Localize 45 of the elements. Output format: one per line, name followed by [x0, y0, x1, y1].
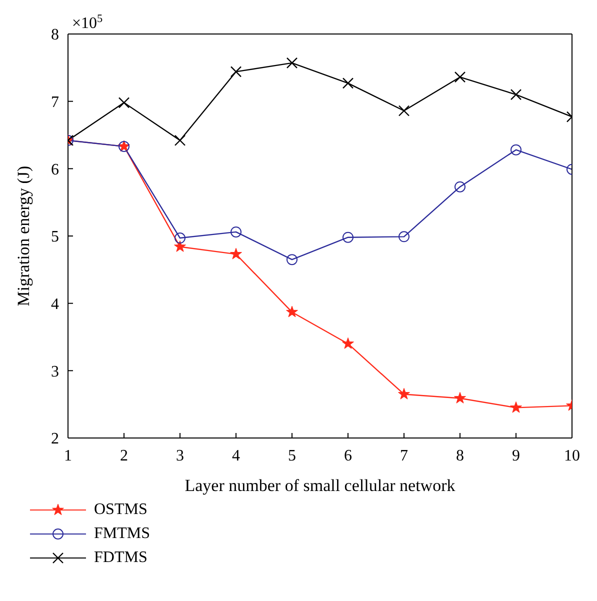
- point: [174, 134, 186, 146]
- point: [174, 232, 186, 244]
- y-tick-label: 4: [51, 296, 59, 314]
- point: [342, 337, 354, 349]
- point: [454, 392, 466, 404]
- point: [230, 226, 242, 238]
- point: [342, 78, 354, 89]
- x-tick-label: 9: [512, 447, 520, 464]
- x-tick-label: 10: [564, 447, 580, 464]
- point: [230, 66, 242, 78]
- point: [510, 144, 522, 156]
- y-axis-title: Migration energy (J): [14, 166, 34, 306]
- point: [286, 57, 298, 69]
- y-tick-label: 7: [51, 94, 59, 112]
- point: [398, 388, 410, 400]
- legend-label: FMTMS: [94, 525, 150, 543]
- point: [510, 401, 522, 413]
- legend-label: FDTMS: [94, 549, 148, 567]
- legend-label: OSTMS: [94, 501, 148, 519]
- x-tick-label: 1: [64, 447, 72, 464]
- x-tick-label: 5: [288, 447, 296, 464]
- x-tick-label: 7: [400, 447, 408, 464]
- x-tick-label: 4: [232, 447, 240, 464]
- point: [286, 306, 298, 318]
- point: [510, 89, 522, 100]
- y-tick-label: 3: [51, 363, 59, 380]
- x-tick-label: 8: [456, 447, 464, 464]
- y-tick-label: 2: [51, 430, 59, 448]
- point: [398, 105, 410, 116]
- x-tick-label: 6: [344, 447, 352, 464]
- point: [230, 248, 242, 260]
- x-axis-title: Layer number of small cellular network: [184, 476, 456, 495]
- x-tick-label: 3: [176, 447, 184, 464]
- x-tick-label: 2: [120, 447, 128, 464]
- point: [454, 181, 466, 192]
- point: [342, 232, 354, 243]
- point: [174, 240, 186, 252]
- text: ×10$^{5}$: [72, 13, 104, 32]
- point: [454, 71, 466, 83]
- point: [398, 231, 410, 242]
- y-tick-label: 8: [51, 26, 59, 44]
- point: [286, 254, 298, 266]
- y-tick-label: 5: [51, 228, 59, 246]
- point: [118, 97, 130, 108]
- y-tick-label: 6: [51, 161, 59, 178]
